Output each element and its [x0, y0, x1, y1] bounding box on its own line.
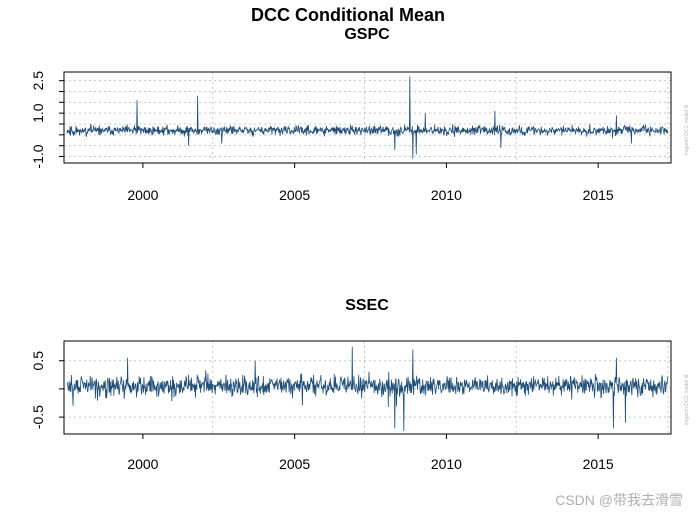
- gspc-plot-frame: [63, 71, 672, 164]
- ssec-x-tick-label-3: 2015: [583, 456, 614, 472]
- gspc-series-line: [66, 76, 669, 159]
- main-title: DCC Conditional Mean: [251, 5, 445, 25]
- gspc-y-tick-label-2: 2.5: [30, 71, 46, 91]
- gspc-x-tick-label-0: 2000: [127, 187, 158, 203]
- ssec-y-tick-label-0: -0.5: [30, 405, 46, 429]
- ssec-axes: 2000 2005 2010 2015 -0.5 0.5: [30, 351, 614, 472]
- gspc-y-tick-label-0: -1.0: [30, 144, 46, 168]
- ssec-x-tick-label-0: 2000: [127, 456, 158, 472]
- ssec-x-tick-label-2: 2010: [431, 456, 462, 472]
- ssec-plot-frame: [63, 340, 672, 435]
- side-note-top: rmgarch DCC model fit: [684, 104, 690, 155]
- side-note-bottom: rmgarch DCC model fit: [684, 374, 690, 425]
- ssec-panel: SSEC 2000 2005 2010 2015 -0.5 0.5: [30, 297, 672, 472]
- ssec-series-line: [66, 346, 669, 432]
- watermark: CSDN @带我去滑雪: [555, 492, 683, 508]
- gspc-y-tick-label-1: 1.0: [30, 103, 46, 123]
- gspc-axes: 2000 2005 2010 2015 -1.0 1.0 2.5: [30, 71, 614, 203]
- gspc-panel: GSPC 2000 2005 2010 2015 -1.0 1.0 2.5: [30, 26, 672, 203]
- gspc-grid: [64, 72, 671, 163]
- gspc-x-tick-label-3: 2015: [583, 187, 614, 203]
- gspc-x-tick-label-2: 2010: [431, 187, 462, 203]
- gspc-panel-title: GSPC: [344, 26, 390, 43]
- ssec-x-tick-label-1: 2005: [279, 456, 310, 472]
- gspc-x-tick-label-1: 2005: [279, 187, 310, 203]
- ssec-y-tick-label-1: 0.5: [30, 351, 46, 371]
- ssec-panel-title: SSEC: [345, 297, 389, 314]
